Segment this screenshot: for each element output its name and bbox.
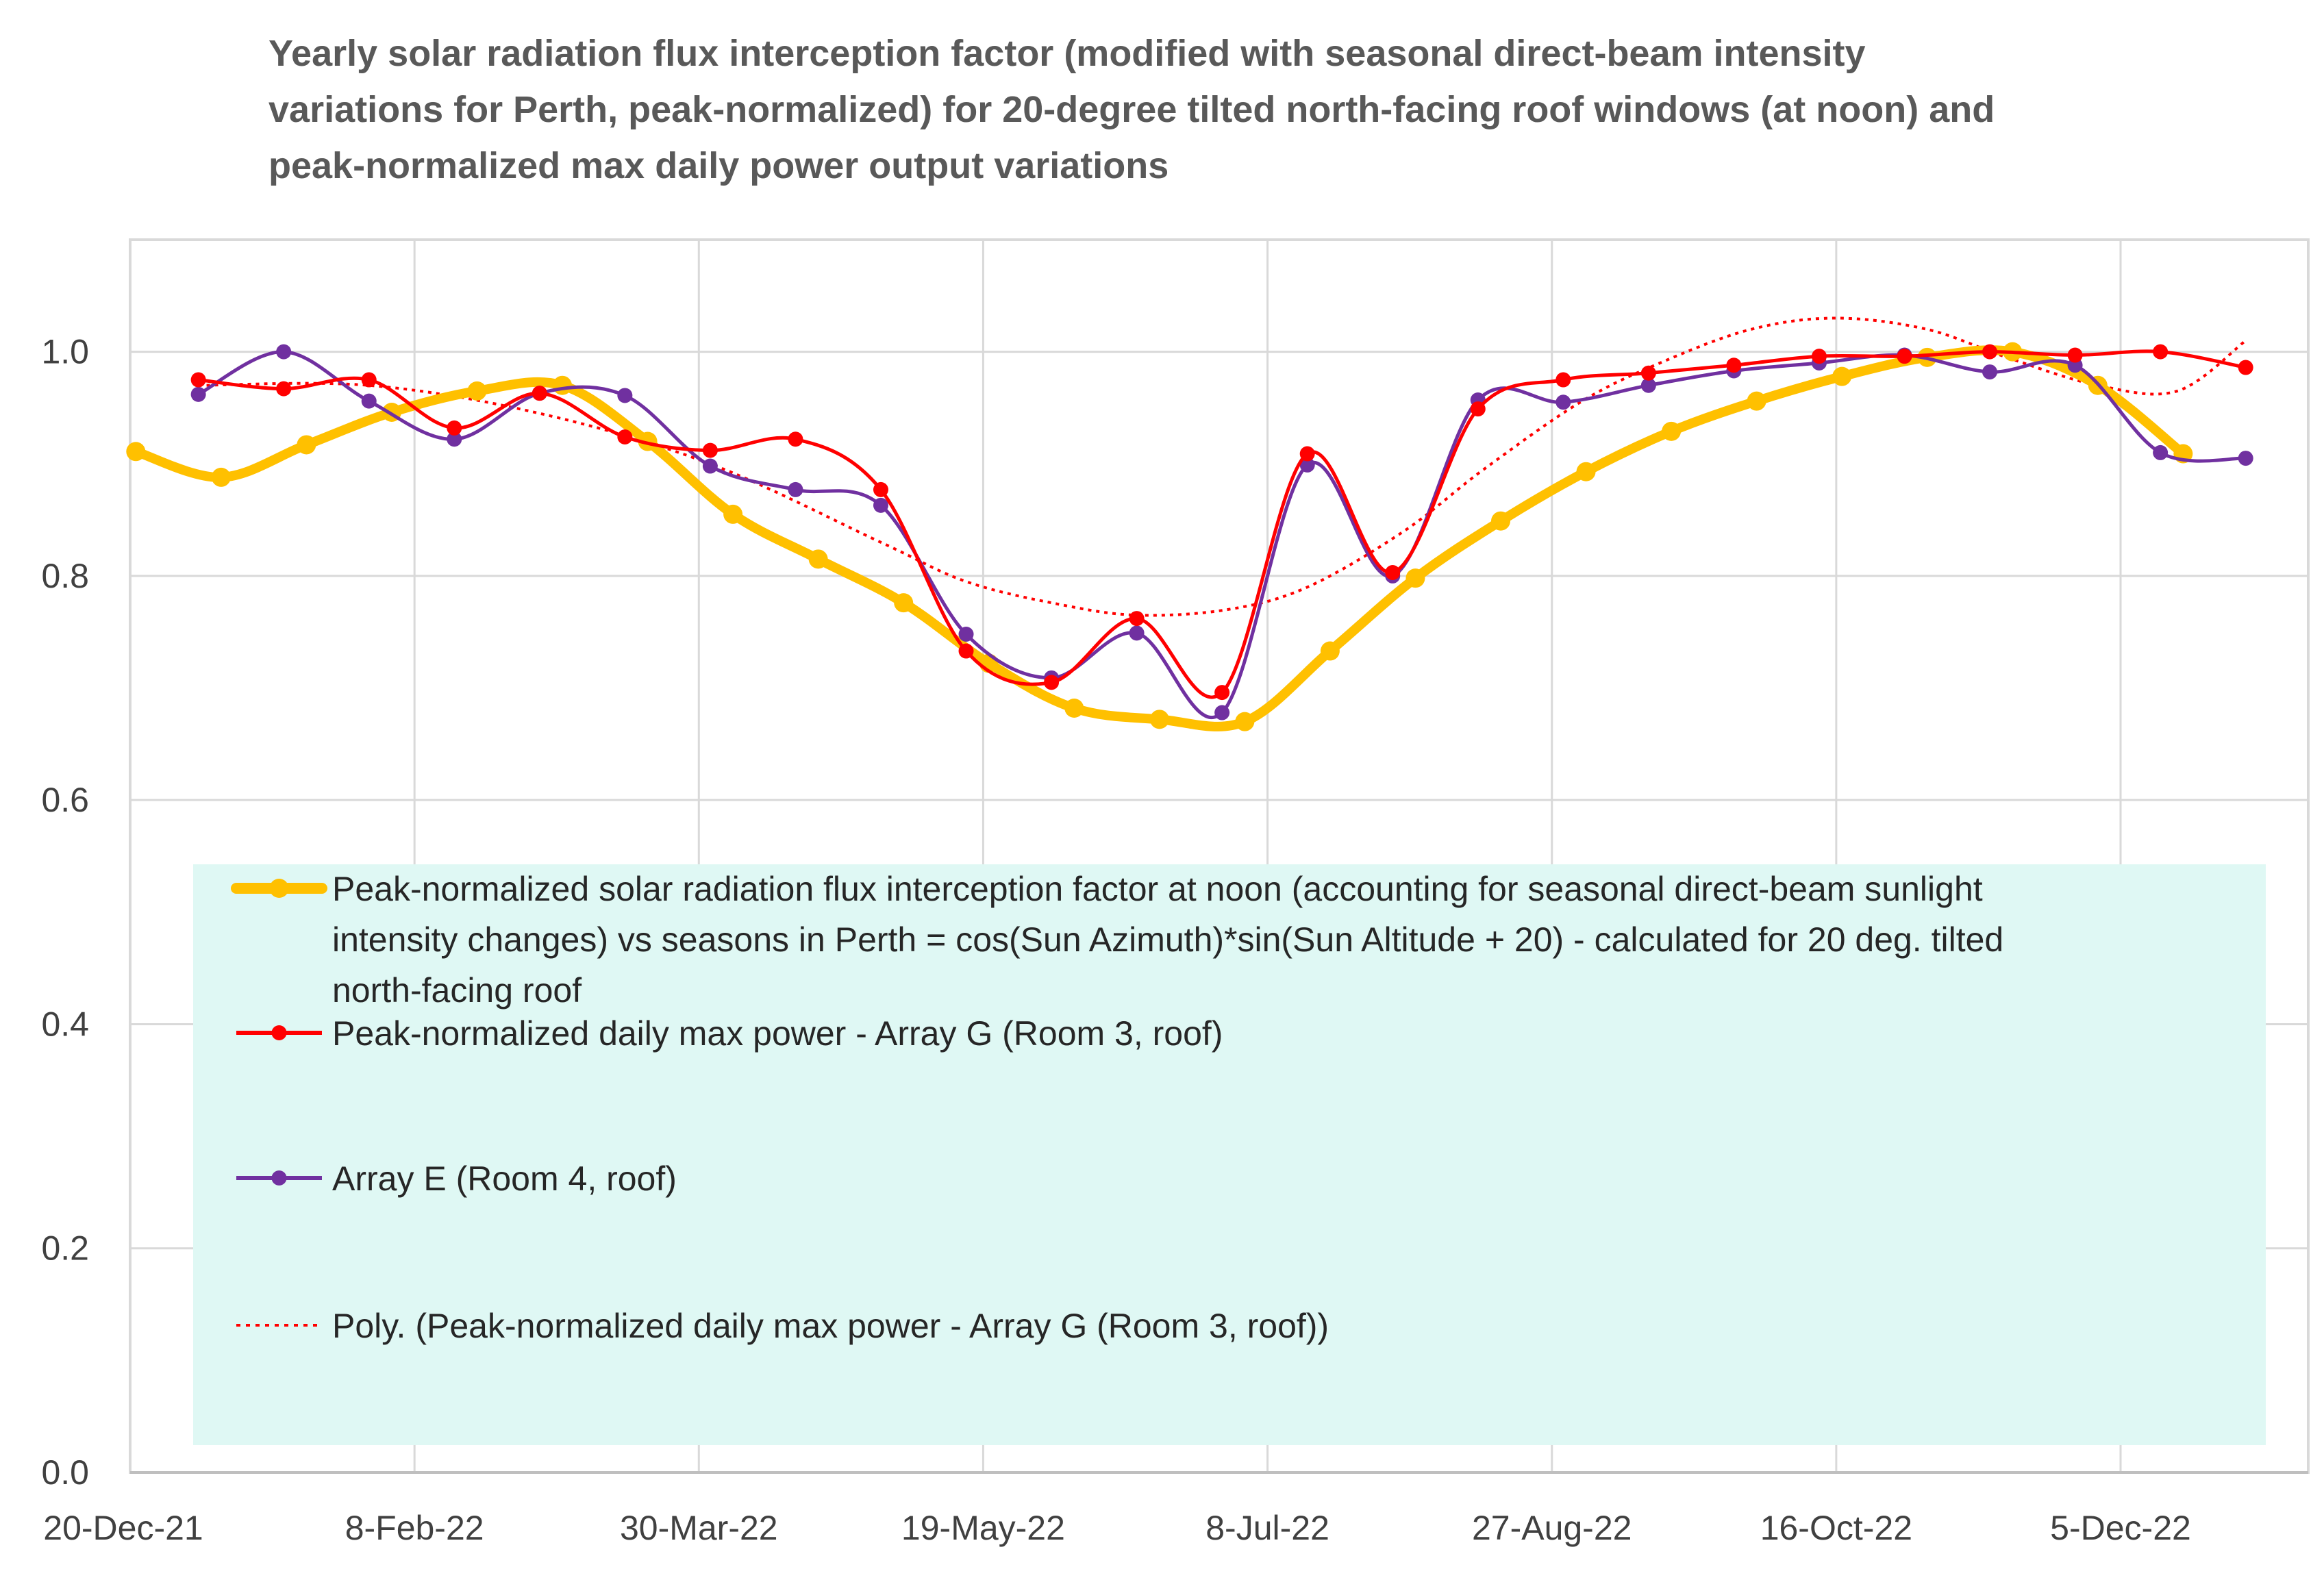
data-point <box>1299 457 1315 473</box>
y-tick-label: 1.0 <box>41 333 89 371</box>
data-point <box>1149 710 1169 729</box>
data-point <box>361 393 377 409</box>
data-point <box>1747 391 1766 411</box>
data-point <box>1982 344 1998 360</box>
x-tick-label: 27-Aug-22 <box>1472 1509 1632 1547</box>
y-tick-label: 0.2 <box>41 1229 89 1268</box>
data-point <box>2238 360 2253 375</box>
data-point <box>190 372 206 388</box>
data-point <box>808 549 828 569</box>
data-point <box>702 442 718 458</box>
data-point <box>276 344 292 360</box>
legend-symbol-marker <box>271 1025 287 1040</box>
x-tick-label: 5-Dec-22 <box>2050 1509 2191 1547</box>
legend-entry-label: Poly. (Peak-normalized daily max power -… <box>332 1307 1329 1345</box>
data-point <box>1320 641 1340 661</box>
data-point <box>1726 358 1742 373</box>
y-tick-label: 0.8 <box>41 557 89 595</box>
data-point <box>1129 611 1145 627</box>
data-point <box>1064 699 1084 718</box>
legend-entry-label: Peak-normalized solar radiation flux int… <box>332 870 1983 908</box>
data-point <box>361 372 377 388</box>
data-point <box>723 504 743 524</box>
legend-symbol-marker <box>271 1170 287 1186</box>
data-point <box>532 386 547 401</box>
data-point <box>617 388 633 403</box>
x-tick-label: 16-Oct-22 <box>1760 1509 1912 1547</box>
data-point <box>190 386 206 402</box>
data-point <box>1832 366 1852 386</box>
data-point <box>638 431 658 451</box>
chart-title: Yearly solar radiation flux interception… <box>268 33 1995 186</box>
y-tick-label: 0.6 <box>41 781 89 819</box>
y-tick-label: 0.0 <box>41 1453 89 1492</box>
chart-title-line: peak-normalized max daily power output v… <box>268 145 1169 186</box>
data-point <box>2153 444 2169 460</box>
data-point <box>1811 349 1827 364</box>
data-point <box>1044 675 1060 690</box>
x-tick-label: 30-Mar-22 <box>620 1509 778 1547</box>
data-point <box>1555 372 1571 388</box>
data-point <box>958 643 974 659</box>
data-point <box>1897 349 1912 364</box>
legend-box <box>193 864 2266 1445</box>
data-point <box>447 431 462 447</box>
data-point <box>1385 565 1401 580</box>
data-point <box>958 627 974 642</box>
chart-title-line: variations for Perth, peak-normalized) f… <box>268 89 1995 130</box>
trendline <box>198 316 2247 617</box>
data-point <box>467 381 487 401</box>
data-point <box>553 375 573 395</box>
data-point <box>211 467 231 487</box>
data-point <box>1640 377 1656 393</box>
data-point <box>2067 347 2083 363</box>
legend: Peak-normalized solar radiation flux int… <box>193 864 2266 1445</box>
data-point <box>788 431 803 447</box>
x-tick-label: 8-Feb-22 <box>345 1509 484 1547</box>
data-point <box>1555 394 1571 410</box>
x-tick-label: 8-Jul-22 <box>1205 1509 1329 1547</box>
data-point <box>1299 446 1315 462</box>
data-point <box>276 381 292 397</box>
data-point <box>1640 365 1656 381</box>
series-layer <box>126 316 2253 731</box>
chart-title-line: Yearly solar radiation flux interception… <box>268 33 1866 74</box>
legend-symbol-marker <box>269 879 289 898</box>
axes: 0.0 0.2 0.4 0.6 0.8 1.0 20-Dec-21 8-Feb-22 30-Ma… <box>41 333 2308 1547</box>
data-point <box>297 435 316 455</box>
data-point <box>788 481 803 497</box>
data-point <box>873 481 888 497</box>
x-tick-label: 20-Dec-21 <box>43 1509 203 1547</box>
y-tick-label: 0.4 <box>41 1005 89 1043</box>
legend-entry-label: Peak-normalized daily max power - Array … <box>332 1014 1223 1053</box>
legend-entry-label: north-facing roof <box>332 971 582 1010</box>
data-point <box>873 497 888 513</box>
data-point <box>1982 364 1998 380</box>
series-line <box>198 349 2247 699</box>
data-point <box>1405 568 1425 588</box>
series-0 <box>126 342 2193 731</box>
legend-entry-label: intensity changes) vs seasons in Perth =… <box>332 920 2003 959</box>
data-point <box>126 442 146 462</box>
data-point <box>1490 511 1510 531</box>
data-point <box>617 429 633 444</box>
legend-entry-label: Array E (Room 4, roof) <box>332 1159 677 1198</box>
data-point <box>1662 421 1682 441</box>
series-3 <box>198 316 2247 617</box>
x-tick-label: 19-May-22 <box>901 1509 1065 1547</box>
data-point <box>447 420 462 436</box>
data-point <box>2153 344 2169 360</box>
data-point <box>1235 712 1255 731</box>
data-point <box>702 458 718 474</box>
data-point <box>1576 462 1596 481</box>
data-point <box>1129 625 1145 641</box>
data-point <box>1214 705 1230 720</box>
series-1 <box>190 344 2253 701</box>
data-point <box>894 593 914 613</box>
data-point <box>2238 451 2253 466</box>
data-point <box>1470 401 1486 417</box>
data-point <box>1214 685 1230 701</box>
